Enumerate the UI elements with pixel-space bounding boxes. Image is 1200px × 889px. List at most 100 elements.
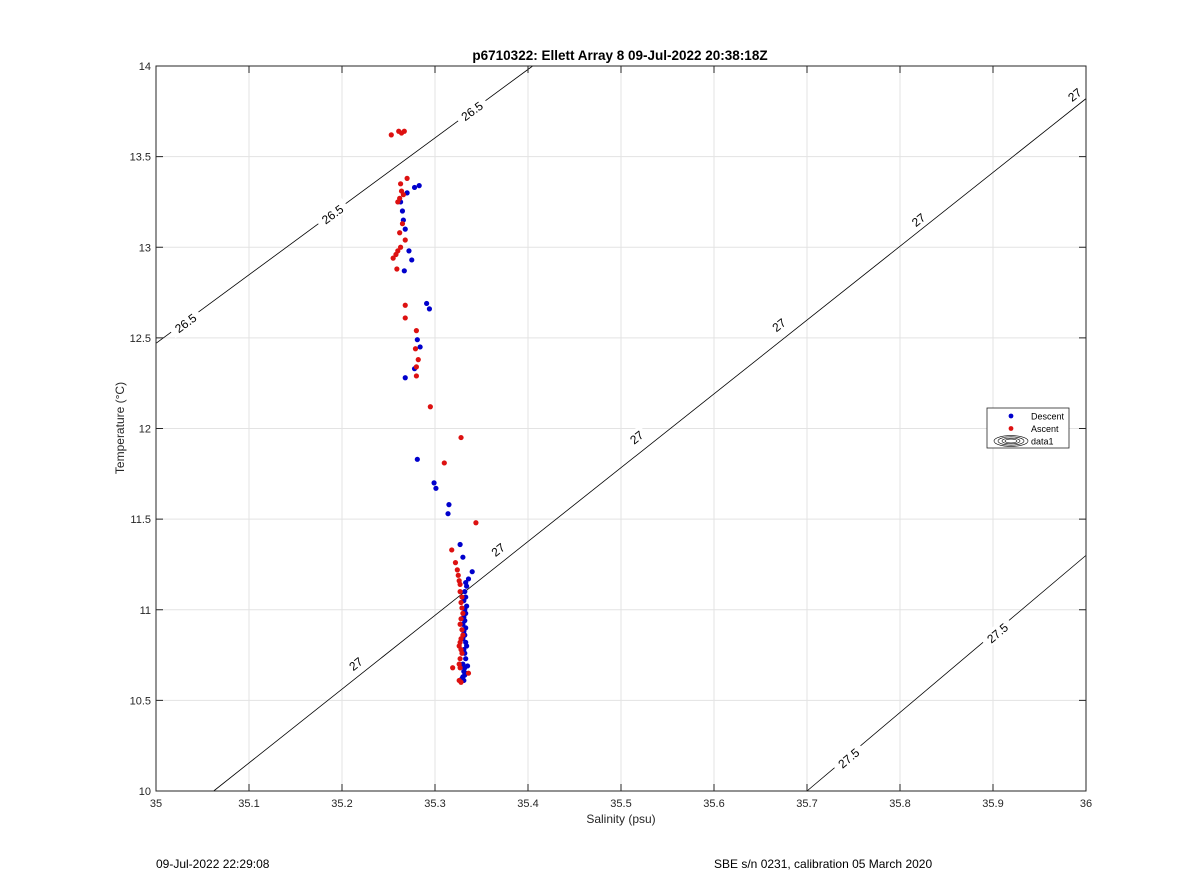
ascent-point-21 [412,346,419,352]
ascent-point-9 [395,199,401,205]
x-tick-label-10: 36 [1080,798,1092,810]
descent-point-26 [464,583,470,589]
descent-point-53 [460,674,466,680]
ascent-point-16 [390,255,396,261]
y-tick-label-5: 12.5 [130,333,151,345]
legend-marker-ascent [1008,426,1014,431]
legend-label-data1: data1 [1031,437,1054,447]
x-tick-label-9: 35.9 [982,798,1003,810]
descent-point-7 [406,248,412,254]
ascent-point-36 [459,594,465,600]
x-tick-label-7: 35.7 [796,798,817,810]
legend-label-descent: Descent [1031,412,1065,422]
x-tick-label-1: 35.1 [238,798,259,810]
descent-point-1 [399,208,406,214]
x-tick-label-3: 35.3 [424,798,445,810]
descent-point-17 [431,480,437,486]
ascent-point-13 [397,244,404,250]
ascent-point-37 [458,599,464,606]
contour-label-6: 27 [766,312,791,337]
ascent-point-12 [397,230,403,236]
contour-label-2: 26.5 [167,306,204,339]
data-points [388,128,479,685]
ascent-point-35 [457,589,463,595]
contour-label-0: 26.5 [453,94,490,127]
ascent-point-20 [413,328,419,334]
ascent-point-31 [454,567,460,573]
ascent-point-53 [450,665,456,671]
ascent-point-40 [458,616,464,622]
descent-point-49 [464,663,471,669]
legend-label-ascent: Ascent [1031,424,1059,434]
descent-point-22 [460,554,466,560]
ascent-point-48 [459,650,465,656]
descent-point-21 [457,541,463,548]
contour-label-7: 27 [905,207,931,231]
y-tick-label-2: 11 [140,605,151,617]
x-tick-label-0: 35 [150,798,162,810]
y-tick-label-8: 14 [139,61,151,73]
ascent-point-7 [400,192,406,198]
legend-item-descent: Descent [1008,412,1065,422]
ascent-point-51 [457,665,463,671]
ascent-point-29 [449,547,455,553]
x-tick-label-4: 35.4 [517,798,538,810]
descent-point-16 [414,456,420,462]
ascent-point-30 [452,560,459,566]
descent-point-41 [464,643,470,649]
descent-point-8 [409,257,415,263]
descent-point-3 [411,184,418,191]
grid-lines [155,65,1087,792]
ascent-point-22 [415,357,421,363]
contour-label-9: 27.5 [830,741,866,774]
descent-point-19 [446,502,452,508]
ascent-point-27 [441,460,447,466]
ascent-point-17 [394,266,400,272]
contour-label-3: 27 [343,651,368,676]
legend-item-data1: data1 [993,435,1054,447]
descent-point-44 [463,656,469,662]
legend-contour-ring-2 [1001,437,1021,445]
x-tick-label-2: 35.2 [331,798,352,810]
contour-labels: 26.5 26.5 26.5 27 27 27 27 27 27 27.5 27.5 [167,82,1087,774]
ascent-point-32 [455,572,461,578]
ascent-point-26 [458,434,464,441]
descent-point-23 [469,569,475,575]
ascent-point-24 [413,373,419,379]
y-tick-label-4: 12 [139,424,151,436]
ascent-point-34 [457,581,463,587]
ascent-point-18 [402,302,408,308]
ascent-point-25 [427,404,433,410]
axis-ticks: 35 35.1 35.2 35.3 35.4 35.5 35.6 35.7 35.8 35.9 36… [130,61,1093,810]
ascent-point-28 [473,520,479,526]
descent-point-24 [465,576,472,582]
descent-point-20 [445,511,451,517]
contour-label-5: 27 [624,425,649,449]
descent-point-6 [402,226,408,232]
x-tick-label-5: 35.5 [610,798,631,810]
ascent-point-11 [402,237,408,243]
ascent-point-41 [457,621,463,627]
ascent-point-39 [460,610,466,616]
x-tick-label-6: 35.6 [703,798,724,810]
descent-point-18 [433,485,439,491]
legend-contour-ring-3 [1004,438,1018,444]
footer-calibration: SBE s/n 0231, calibration 05 March 2020 [714,857,933,871]
y-tick-label-0: 10 [139,786,151,798]
ascent-point-0 [388,132,394,138]
ascent-point-52 [465,670,472,676]
contour-line-27 [213,98,1087,792]
contour-label-10: 27.5 [979,616,1015,649]
ascent-point-42 [459,627,465,633]
ascent-point-19 [402,315,408,321]
descent-point-27 [462,589,468,595]
contour-label-4: 27 [485,537,510,561]
y-tick-label-6: 13 [139,242,151,254]
x-tick-label-8: 35.8 [889,798,910,810]
legend-marker-descent [1008,413,1014,419]
footer-timestamp: 09-Jul-2022 22:29:08 [156,857,270,871]
descent-point-9 [401,268,407,274]
ascent-point-55 [458,679,464,685]
ascent-point-10 [399,221,406,227]
